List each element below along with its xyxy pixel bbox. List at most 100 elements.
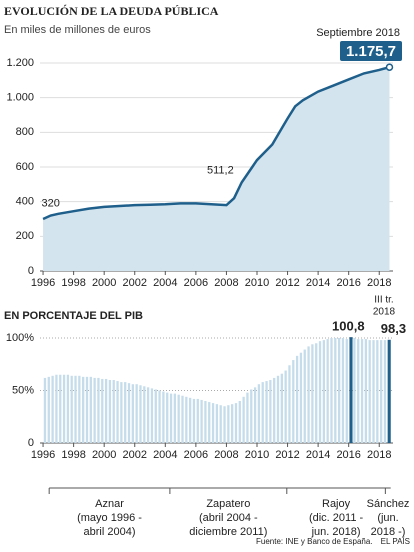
bar [215, 404, 219, 443]
bar [101, 378, 104, 443]
credit: EL PAÍS [381, 537, 410, 546]
bar [139, 385, 142, 443]
bar [322, 340, 325, 443]
x-tick-label: 2000 [92, 449, 116, 461]
bar [127, 383, 131, 443]
bar [231, 404, 234, 443]
period-detail: 2018 -) [371, 526, 406, 538]
chart-title: EVOLUCIÓN DE LA DEUDA PÚBLICA [4, 4, 219, 18]
y-tick-label: 800 [16, 126, 34, 138]
bar [257, 384, 261, 443]
x-tick-label: 2012 [275, 277, 299, 289]
bar [62, 374, 66, 443]
bar [154, 389, 157, 443]
y-tick-label: 200 [16, 230, 34, 242]
bar [47, 376, 50, 443]
x-tick-label: 2006 [184, 277, 208, 289]
bar [59, 374, 62, 443]
x-tick-label: 1996 [31, 277, 55, 289]
bar [169, 393, 173, 443]
period-detail: jun. 2018) [311, 526, 361, 538]
bar [307, 346, 310, 443]
bar [292, 360, 295, 443]
bar [204, 401, 207, 443]
bar [97, 377, 100, 443]
bar [288, 365, 291, 443]
y-tick-label: 100% [6, 332, 34, 344]
end-label: 1.175,7 [346, 43, 396, 60]
x-tick-label: 2002 [123, 277, 147, 289]
area [43, 67, 390, 271]
bar [135, 384, 138, 443]
end-label-box [340, 41, 402, 61]
bar [192, 398, 196, 443]
y-tick-label: 0 [28, 437, 34, 449]
bar [349, 337, 353, 443]
x-tick-label: 1998 [61, 449, 85, 461]
bar [387, 339, 391, 443]
y-tick-label: 0 [28, 265, 34, 277]
bar [74, 375, 77, 443]
bar [85, 376, 89, 443]
bar [150, 388, 154, 443]
period-detail: abril 2004) [84, 526, 136, 538]
bar [280, 373, 283, 443]
bar [334, 338, 337, 443]
bar [143, 386, 146, 443]
bar [66, 374, 70, 443]
x-tick-label: 2012 [275, 449, 299, 461]
x-tick-label: 2004 [153, 449, 177, 461]
bar [326, 339, 329, 443]
bar [185, 396, 188, 443]
bar [208, 402, 211, 443]
source: Fuente: INE y Banco de España. [256, 537, 373, 546]
bar [353, 338, 356, 443]
y-tick-label: 400 [16, 196, 34, 208]
bar [78, 375, 81, 443]
annotation: 511,2 [207, 164, 234, 176]
bar [238, 401, 241, 443]
bar [372, 340, 375, 443]
bar [276, 375, 280, 443]
bar [162, 391, 165, 443]
bar [265, 381, 268, 443]
bar [380, 340, 383, 443]
bar [112, 380, 115, 443]
bar [253, 387, 257, 443]
bar [341, 338, 345, 443]
bar [223, 406, 226, 443]
bar [188, 397, 192, 443]
y-tick-label: 600 [16, 161, 34, 173]
bar [146, 387, 150, 443]
bar [82, 376, 85, 443]
bar [360, 339, 364, 443]
bar [211, 403, 215, 443]
x-tick-label: 2014 [306, 277, 330, 289]
period-detail: (abril 2004 - [199, 512, 258, 524]
bar [242, 396, 245, 443]
bar [246, 392, 249, 443]
bar [330, 338, 333, 443]
bar [166, 392, 169, 443]
period-name: Rajoy [322, 498, 351, 510]
bar [234, 403, 238, 443]
bar [303, 349, 306, 443]
x-tick-label: 2004 [153, 277, 177, 289]
bar [200, 399, 203, 443]
bar [43, 377, 47, 443]
period-name: Sánchez [367, 498, 410, 510]
x-tick-label: 2008 [214, 449, 238, 461]
x-tick-label: 1996 [31, 449, 55, 461]
chart-subtitle: En miles de millones de euros [4, 24, 151, 36]
x-tick-label: 2010 [245, 277, 269, 289]
end-point [385, 63, 394, 71]
bar [357, 339, 360, 443]
bar [181, 395, 184, 443]
x-tick-label: 2010 [245, 449, 269, 461]
bar [273, 377, 276, 443]
bar [196, 398, 199, 443]
bar [295, 355, 299, 443]
value-label: 98,3 [381, 321, 406, 336]
bar [51, 375, 54, 443]
